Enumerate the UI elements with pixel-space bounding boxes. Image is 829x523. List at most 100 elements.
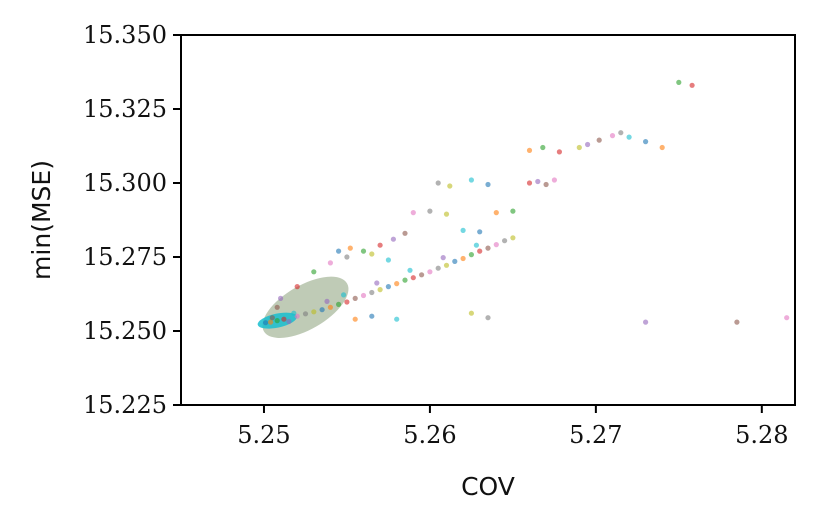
x-tick-label: 5.28 <box>735 421 788 449</box>
data-point <box>360 292 367 299</box>
data-point <box>344 254 350 260</box>
data-point <box>784 315 790 321</box>
y-tick-label: 15.300 <box>83 169 167 197</box>
data-point <box>540 144 546 151</box>
data-point <box>302 311 309 317</box>
data-point <box>443 211 450 217</box>
data-point <box>281 316 287 322</box>
data-point <box>734 319 740 325</box>
data-point <box>477 248 483 254</box>
dense-core-layer <box>257 276 349 338</box>
data-point <box>659 144 665 151</box>
data-point <box>377 287 383 293</box>
data-point <box>556 149 563 155</box>
data-point <box>510 235 516 241</box>
data-point <box>643 139 649 145</box>
data-point <box>502 238 508 244</box>
data-point <box>689 82 695 88</box>
data-point <box>643 319 649 325</box>
data-point <box>324 298 330 304</box>
data-point <box>609 133 616 139</box>
data-point <box>294 284 300 290</box>
data-point <box>493 242 499 248</box>
data-point <box>596 137 602 143</box>
data-point <box>336 248 342 254</box>
data-point <box>369 251 375 257</box>
data-point <box>419 272 425 278</box>
data-point <box>477 229 483 235</box>
data-point <box>626 134 632 140</box>
data-point <box>385 257 391 263</box>
data-point <box>294 313 300 319</box>
data-point <box>369 289 375 296</box>
data-point <box>485 245 491 251</box>
data-point <box>443 262 450 268</box>
data-point <box>336 301 342 307</box>
data-point <box>402 277 408 283</box>
data-point <box>390 236 396 242</box>
data-point <box>278 295 284 301</box>
plot-frame <box>180 34 796 406</box>
data-point <box>319 307 325 313</box>
data-point <box>473 242 479 248</box>
data-point <box>327 304 333 310</box>
data-point <box>543 181 549 188</box>
data-point <box>435 180 441 186</box>
y-tick-label: 15.325 <box>83 95 167 123</box>
data-point <box>427 208 433 214</box>
data-point <box>485 181 491 188</box>
data-point <box>341 292 347 298</box>
data-point <box>460 227 466 233</box>
data-point <box>377 242 383 248</box>
data-point <box>274 304 280 310</box>
y-axis: 15.225 15.250 15.275 15.300 15.325 15.350 <box>83 21 181 419</box>
data-point <box>347 245 353 251</box>
y-tick-label: 15.225 <box>83 391 167 419</box>
data-point <box>410 275 416 281</box>
data-point <box>311 269 317 275</box>
data-point <box>676 79 682 85</box>
data-point <box>311 309 317 315</box>
data-point <box>286 318 292 325</box>
data-point <box>493 210 499 216</box>
data-point <box>526 180 533 186</box>
data-point <box>374 280 380 286</box>
data-point <box>468 310 474 316</box>
data-point <box>468 177 474 183</box>
x-tick-label: 5.25 <box>237 421 290 449</box>
data-point <box>263 320 269 326</box>
y-tick-label: 15.250 <box>83 317 167 345</box>
data-point <box>407 267 413 273</box>
data-point <box>344 299 350 305</box>
data-point <box>551 177 558 183</box>
y-tick-label: 15.275 <box>83 243 167 271</box>
dense-core-cloud <box>262 276 349 338</box>
y-axis-label: min(MSE) <box>27 160 56 280</box>
points-layer <box>263 79 790 326</box>
data-point <box>274 318 280 324</box>
data-point <box>510 208 516 214</box>
data-point <box>394 316 400 322</box>
data-point <box>360 248 367 254</box>
data-point <box>268 319 274 325</box>
data-point <box>485 315 491 321</box>
data-point <box>394 281 400 287</box>
data-point <box>585 141 591 148</box>
data-point <box>447 183 453 189</box>
data-point <box>576 144 582 151</box>
data-point <box>410 210 416 216</box>
data-point <box>526 147 533 153</box>
x-tick-label: 5.26 <box>403 421 456 449</box>
data-point <box>402 230 408 236</box>
y-tick-label: 15.350 <box>83 21 167 49</box>
data-point <box>618 130 624 136</box>
data-point <box>352 316 358 322</box>
x-axis: 5.25 5.26 5.27 5.28 <box>237 405 789 449</box>
data-point <box>440 255 446 261</box>
data-point <box>385 284 391 290</box>
data-point <box>427 269 433 275</box>
x-tick-label: 5.27 <box>569 421 622 449</box>
data-point <box>269 315 275 321</box>
data-point <box>460 255 466 262</box>
